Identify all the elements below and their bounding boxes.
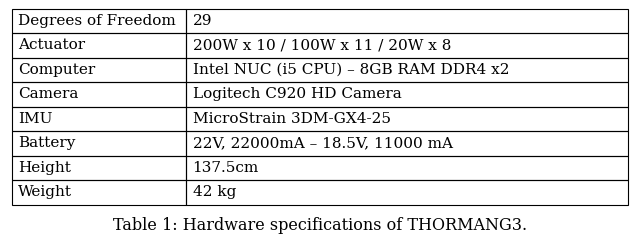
Text: Logitech C920 HD Camera: Logitech C920 HD Camera	[193, 87, 401, 101]
Text: Intel NUC (i5 CPU) – 8GB RAM DDR4 x2: Intel NUC (i5 CPU) – 8GB RAM DDR4 x2	[193, 63, 509, 77]
Text: 137.5cm: 137.5cm	[193, 161, 259, 175]
Text: Height: Height	[18, 161, 71, 175]
Text: Table 1: Hardware specifications of THORMANG3.: Table 1: Hardware specifications of THOR…	[113, 217, 527, 234]
Text: Computer: Computer	[18, 63, 95, 77]
Text: Actuator: Actuator	[18, 38, 85, 52]
Text: Camera: Camera	[18, 87, 78, 101]
Text: Weight: Weight	[18, 185, 72, 199]
Text: 200W x 10 / 100W x 11 / 20W x 8: 200W x 10 / 100W x 11 / 20W x 8	[193, 38, 451, 52]
Bar	[12, 107, 186, 131]
Bar	[12, 131, 186, 156]
Bar	[186, 82, 628, 107]
Bar	[12, 180, 186, 205]
Bar	[186, 156, 628, 180]
Bar	[12, 9, 186, 33]
Bar	[186, 107, 628, 131]
Text: IMU: IMU	[18, 112, 52, 126]
Bar	[186, 131, 628, 156]
Bar	[12, 82, 186, 107]
Text: Degrees of Freedom: Degrees of Freedom	[18, 14, 175, 28]
Text: 29: 29	[193, 14, 212, 28]
Text: MicroStrain 3DM-GX4-25: MicroStrain 3DM-GX4-25	[193, 112, 390, 126]
Bar	[12, 33, 186, 58]
Text: 42 kg: 42 kg	[193, 185, 236, 199]
Text: Battery: Battery	[18, 136, 76, 150]
Bar	[186, 180, 628, 205]
Text: 22V, 22000mA – 18.5V, 11000 mA: 22V, 22000mA – 18.5V, 11000 mA	[193, 136, 452, 150]
Bar	[186, 33, 628, 58]
Bar	[186, 9, 628, 33]
Bar	[186, 58, 628, 82]
Bar	[12, 156, 186, 180]
Bar	[12, 58, 186, 82]
